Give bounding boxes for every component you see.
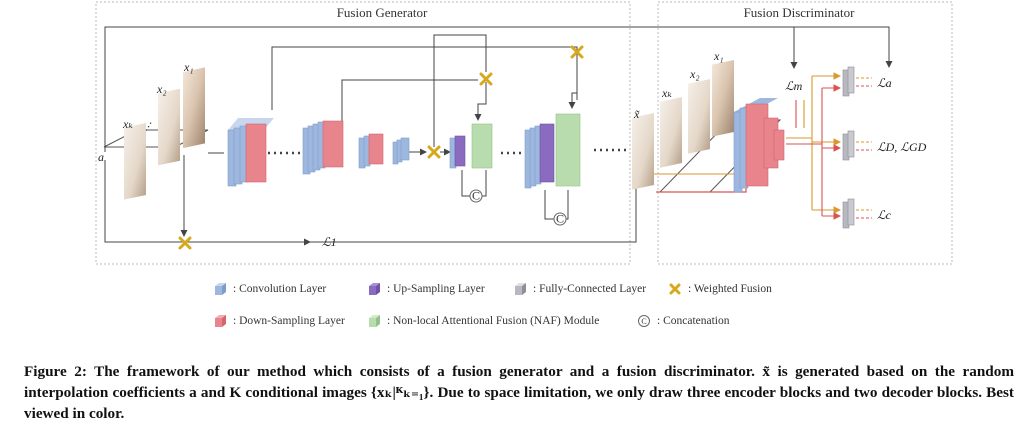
encoder-block-3 (358, 133, 384, 169)
legend-item-concatenation: C : Concatenation (637, 314, 730, 328)
label-loss-1: ℒ1 (322, 235, 337, 249)
concat-symbol: C (556, 212, 564, 226)
decoder-block-2 (524, 113, 581, 189)
label-disc-x2: x₂ (689, 67, 700, 81)
input-image-x2 (158, 88, 180, 166)
generator-box (95, 1, 631, 265)
input-image-xk (124, 122, 146, 200)
legend-item-fully-connected: : Fully-Connected Layer (513, 282, 646, 296)
legend-label-fully-connected: : Fully-Connected Layer (533, 283, 647, 295)
label-disc-xk: xₖ (661, 86, 672, 100)
concat-node-2 (553, 212, 567, 226)
legend-item-up-sampling: : Up-Sampling Layer (367, 282, 485, 296)
cube-green-icon (369, 315, 380, 327)
label-x1: x₁ (183, 60, 194, 74)
figure-caption: Figure 2: The framework of our method wh… (24, 363, 1014, 422)
framework-diagram: Fusion Generator Fusion Discriminator x₁… (95, 1, 953, 265)
concat-node-1 (469, 189, 483, 203)
legend-label-concatenation: : Concatenation (657, 315, 730, 327)
legend-label-naf: : Non-local Attentional Fusion (NAF) Mod… (387, 315, 600, 327)
cube-red-icon (215, 315, 226, 327)
concat-icon: C (638, 315, 650, 327)
label-loss-a: ℒa (877, 76, 892, 90)
encoder-block-2 (302, 120, 344, 175)
legend-item-down-sampling: : Down-Sampling Layer (213, 314, 345, 328)
cube-gray-icon (515, 283, 526, 295)
label-loss-d: ℒD, ℒGD (877, 140, 927, 154)
generated-image (632, 112, 654, 190)
cube-purple-icon (369, 283, 380, 295)
input-images (103, 67, 209, 200)
weighted-fusion-nodes (178, 45, 584, 250)
cross-icon (669, 283, 681, 295)
legend-label-weighted-fusion: : Weighted Fusion (688, 283, 772, 295)
concat-symbol: C (472, 189, 480, 203)
label-disc-x1: x₁ (713, 49, 724, 63)
legend-label-up-sampling: : Up-Sampling Layer (387, 283, 485, 295)
legend-label-convolution: : Convolution Layer (233, 283, 327, 295)
label-xk: xₖ (122, 117, 133, 131)
label-x-tilde: x̃ (633, 107, 640, 121)
encoder-block-1 (227, 118, 274, 187)
decoder-block-1 (449, 123, 493, 169)
label-x2: x₂ (156, 82, 167, 96)
fully-connected-layers (842, 66, 855, 229)
bottleneck-block (392, 137, 410, 165)
discriminator-title: Fusion Discriminator (744, 5, 856, 20)
generator-title: Fusion Generator (337, 5, 428, 20)
discriminator-box (657, 1, 953, 265)
discriminator-network (733, 98, 785, 193)
discriminator-input-images (658, 59, 782, 193)
label-a: a (98, 150, 104, 164)
input-image-x1 (183, 67, 205, 149)
naf-module (471, 123, 493, 169)
cube-blue-icon (215, 283, 226, 295)
label-loss-m: ℒm (785, 79, 803, 93)
label-loss-c: ℒc (877, 208, 892, 222)
down-sampling-layer (245, 123, 267, 183)
legend-item-weighted-fusion: : Weighted Fusion (668, 282, 772, 296)
svg-text:C: C (641, 317, 646, 326)
legend-item-naf: : Non-local Attentional Fusion (NAF) Mod… (367, 314, 599, 328)
legend-item-convolution: : Convolution Layer (213, 282, 326, 296)
legend-label-down-sampling: : Down-Sampling Layer (233, 315, 345, 327)
